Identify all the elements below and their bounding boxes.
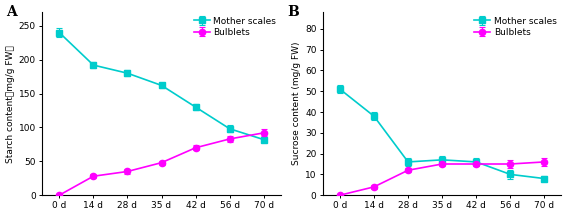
Legend: Mother scales, Bulblets: Mother scales, Bulblets: [472, 15, 558, 39]
Y-axis label: Starch content（mg/g FW）: Starch content（mg/g FW）: [6, 45, 15, 163]
Y-axis label: Sucrose content (mg/g FW): Sucrose content (mg/g FW): [292, 42, 301, 165]
Text: B: B: [287, 5, 299, 19]
Legend: Mother scales, Bulblets: Mother scales, Bulblets: [192, 15, 278, 39]
Text: A: A: [6, 5, 17, 19]
